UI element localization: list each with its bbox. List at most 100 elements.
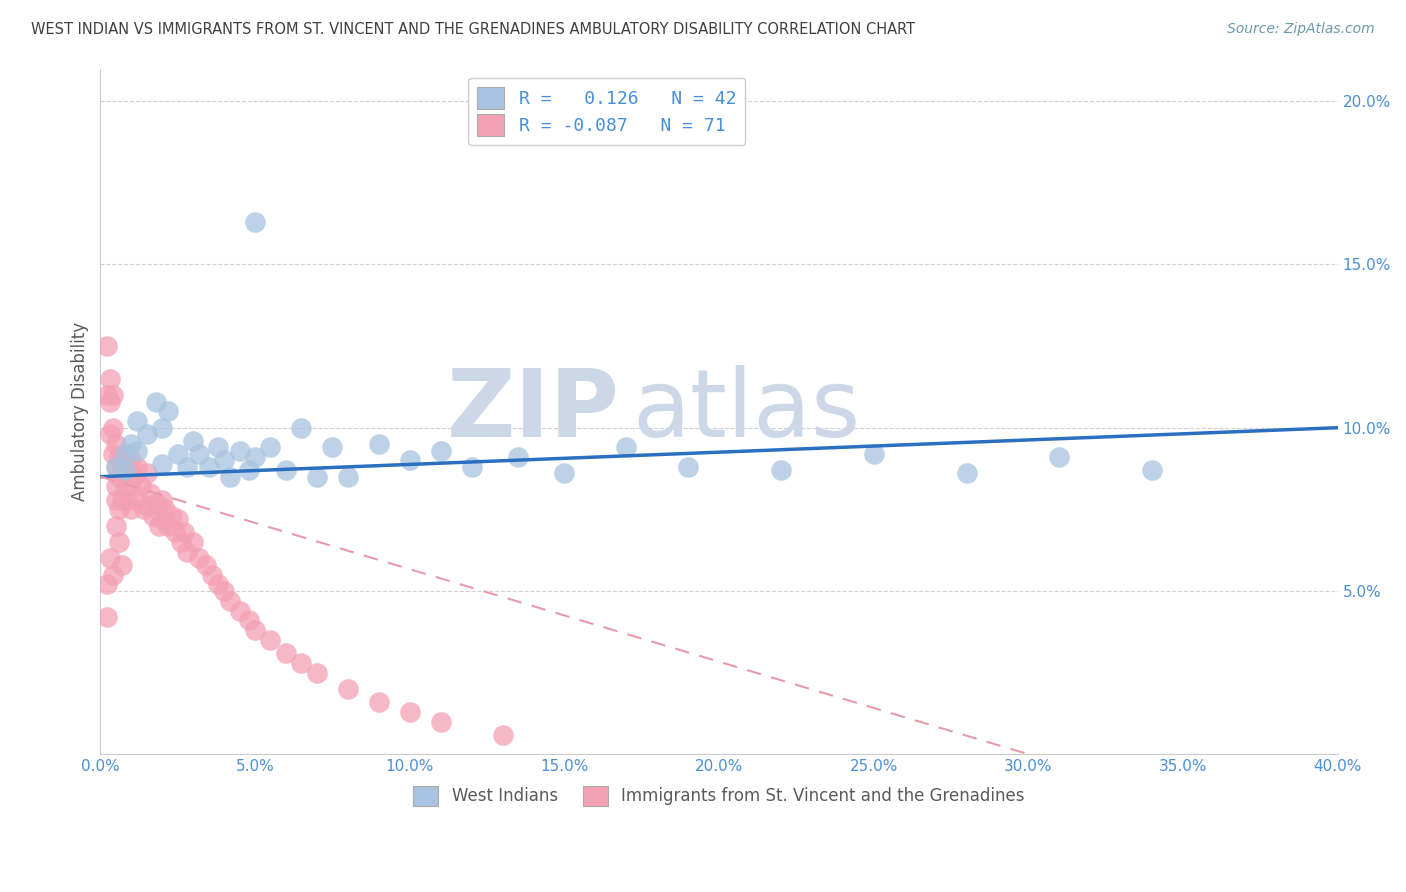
Point: [120, 437, 142, 451]
Legend: West Indians, Immigrants from St. Vincent and the Grenadines: West Indians, Immigrants from St. Vincen…: [405, 778, 1033, 814]
Point: [157, 518, 180, 533]
Point: [398, 705, 420, 719]
Point: [104, 459, 127, 474]
Point: [238, 463, 260, 477]
Point: [181, 434, 204, 448]
Point: [219, 593, 242, 607]
Point: [142, 508, 165, 523]
Point: [96, 610, 118, 624]
Point: [150, 457, 173, 471]
Point: [305, 665, 328, 680]
Point: [129, 479, 152, 493]
Point: [96, 388, 118, 402]
Point: [101, 420, 124, 434]
Text: Source: ZipAtlas.com: Source: ZipAtlas.com: [1227, 22, 1375, 37]
Point: [207, 577, 229, 591]
Point: [201, 567, 224, 582]
Point: [124, 469, 146, 483]
Point: [111, 459, 134, 474]
Point: [120, 453, 142, 467]
Point: [243, 623, 266, 637]
Point: [104, 518, 127, 533]
Point: [166, 512, 188, 526]
Point: [120, 502, 142, 516]
Point: [145, 496, 167, 510]
Point: [336, 681, 359, 696]
Point: [150, 512, 173, 526]
Point: [429, 443, 451, 458]
Point: [212, 583, 235, 598]
Point: [170, 535, 193, 549]
Point: [120, 479, 142, 493]
Point: [114, 447, 136, 461]
Point: [228, 603, 250, 617]
Point: [274, 463, 297, 477]
Point: [104, 459, 127, 474]
Point: [188, 551, 211, 566]
Point: [114, 479, 136, 493]
Point: [173, 525, 195, 540]
Point: [114, 447, 136, 461]
Point: [108, 469, 131, 483]
Point: [108, 535, 131, 549]
Point: [101, 447, 124, 461]
Point: [114, 463, 136, 477]
Point: [111, 558, 134, 572]
Text: atlas: atlas: [633, 366, 860, 458]
Point: [955, 467, 977, 481]
Point: [98, 372, 121, 386]
Point: [101, 388, 124, 402]
Point: [336, 469, 359, 483]
Point: [212, 453, 235, 467]
Point: [259, 440, 281, 454]
Point: [367, 695, 389, 709]
Point: [104, 437, 127, 451]
Point: [290, 420, 312, 434]
Point: [862, 447, 884, 461]
Point: [104, 479, 127, 493]
Point: [614, 440, 637, 454]
Point: [98, 427, 121, 442]
Point: [157, 404, 180, 418]
Point: [207, 440, 229, 454]
Point: [155, 502, 177, 516]
Point: [219, 469, 242, 483]
Point: [117, 492, 139, 507]
Point: [243, 450, 266, 464]
Text: ZIP: ZIP: [447, 366, 620, 458]
Point: [132, 502, 155, 516]
Point: [139, 486, 162, 500]
Point: [1140, 463, 1163, 477]
Point: [148, 518, 170, 533]
Point: [98, 394, 121, 409]
Point: [181, 535, 204, 549]
Point: [135, 499, 157, 513]
Point: [259, 632, 281, 647]
Point: [150, 420, 173, 434]
Point: [127, 492, 149, 507]
Point: [506, 450, 529, 464]
Point: [274, 646, 297, 660]
Point: [145, 394, 167, 409]
Point: [321, 440, 343, 454]
Point: [194, 558, 217, 572]
Point: [98, 551, 121, 566]
Text: WEST INDIAN VS IMMIGRANTS FROM ST. VINCENT AND THE GRENADINES AMBULATORY DISABIL: WEST INDIAN VS IMMIGRANTS FROM ST. VINCE…: [31, 22, 915, 37]
Point: [769, 463, 792, 477]
Point: [243, 215, 266, 229]
Point: [398, 453, 420, 467]
Point: [188, 447, 211, 461]
Point: [127, 459, 149, 474]
Point: [553, 467, 575, 481]
Point: [117, 459, 139, 474]
Point: [166, 447, 188, 461]
Point: [150, 492, 173, 507]
Point: [104, 492, 127, 507]
Point: [160, 508, 183, 523]
Point: [176, 459, 198, 474]
Point: [96, 339, 118, 353]
Point: [305, 469, 328, 483]
Point: [238, 613, 260, 627]
Point: [1047, 450, 1070, 464]
Point: [460, 459, 482, 474]
